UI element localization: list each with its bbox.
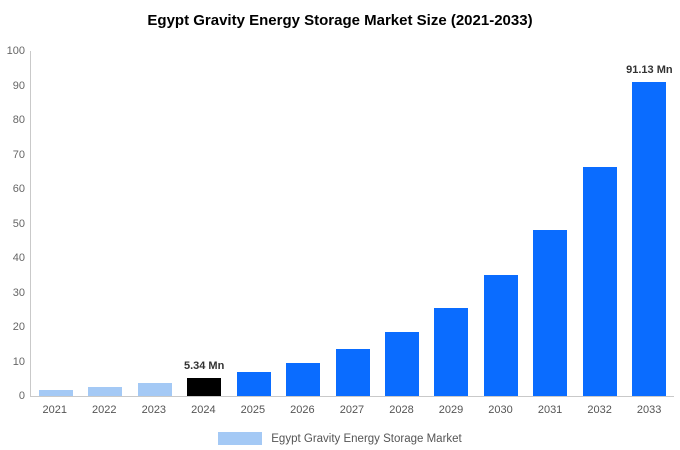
bar-column (377, 51, 426, 396)
x-axis: 2021 2022 2023 2024 2025 2026 2027 2028 2029 2030… (30, 404, 674, 416)
x-tick-label: 2031 (537, 404, 563, 416)
x-tick-label: 2021 (42, 404, 67, 416)
bar-2031 (533, 230, 568, 396)
y-tick-label: 40 (12, 252, 25, 264)
bar-column: 91.13 Mn (625, 51, 674, 396)
bar-2021 (38, 389, 73, 396)
legend-label: Egypt Gravity Energy Storage Market (271, 432, 462, 445)
bar-column (526, 51, 575, 396)
x-tick-label: 2022 (92, 404, 117, 416)
bar-column (229, 51, 278, 396)
y-tick-label: 70 (12, 148, 25, 161)
y-tick-label: 50 (12, 217, 25, 230)
y-tick-label: 10 (12, 355, 25, 368)
bar-2022 (88, 387, 123, 396)
x-tick-label: 2025 (240, 404, 266, 416)
bar-value-label: 91.13 Mn (626, 63, 673, 76)
bar-2030 (483, 275, 518, 396)
y-tick-label: 20 (12, 321, 25, 333)
bar-2024: 5.34 Mn (184, 360, 224, 396)
legend: Egypt Gravity Energy Storage Market (0, 432, 680, 445)
y-tick-label: 60 (12, 183, 25, 195)
x-tick-label: 2026 (290, 404, 315, 416)
bar-2033: 91.13 Mn (626, 64, 673, 396)
bar-column (328, 51, 377, 396)
y-tick-label: 80 (12, 114, 25, 126)
chart-title: Egypt Gravity Energy Storage Market Size… (147, 12, 533, 29)
y-tick-label: 100 (6, 45, 25, 57)
bar-column (31, 51, 80, 396)
y-axis: 0 10 20 30 40 50 60 70 80 90 100 (2, 45, 30, 402)
x-tick-label: 2024 (191, 404, 216, 416)
bar-2025 (236, 371, 271, 396)
bar-column (427, 51, 476, 396)
bar-2029 (434, 308, 469, 396)
plot-wrap: 5.34 Mn 91.13 Mn 2021 2022 2023 2024 2025 2026… (30, 51, 674, 416)
x-tick-label: 2027 (339, 404, 365, 416)
x-tick-label: 2023 (141, 404, 167, 416)
bar-2023 (137, 383, 172, 396)
x-tick-label: 2032 (587, 404, 612, 416)
x-tick-label: 2033 (636, 404, 662, 416)
x-tick-label: 2029 (438, 404, 464, 416)
y-tick-label: 30 (12, 286, 25, 299)
bar-column (575, 51, 624, 396)
bar-value-label: 5.34 Mn (183, 359, 225, 372)
x-tick-label: 2030 (488, 404, 513, 416)
bar-2026 (286, 363, 321, 396)
bar-2032 (582, 166, 617, 396)
bar-2027 (335, 349, 370, 396)
bar-chart: 0 10 20 30 40 50 60 70 80 90 100 5.34 Mn 91.13 Mn 2… (0, 37, 680, 416)
bar-column (130, 51, 179, 396)
bar-column (80, 51, 129, 396)
plot-area: 5.34 Mn 91.13 Mn (30, 51, 674, 397)
bar-column (278, 51, 327, 396)
legend-swatch (218, 432, 263, 445)
bar-column: 5.34 Mn (179, 51, 228, 396)
y-tick-label: 90 (12, 79, 25, 92)
bar-2028 (385, 332, 420, 396)
bar-column (476, 51, 525, 396)
y-tick-label: 0 (18, 390, 25, 402)
x-tick-label: 2028 (389, 404, 414, 416)
